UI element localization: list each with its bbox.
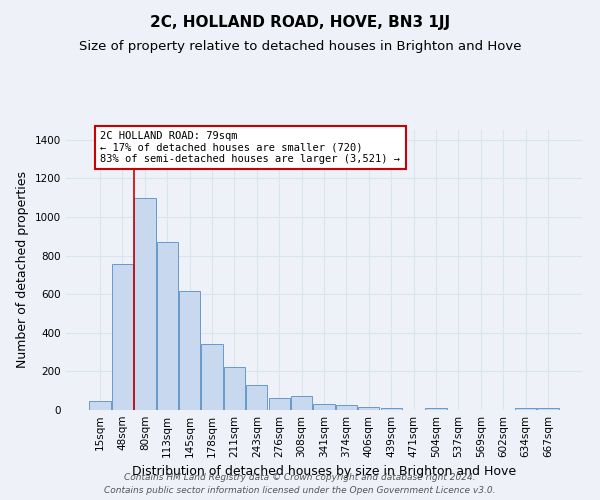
Bar	[246, 385, 268, 410]
Bar	[224, 366, 245, 410]
Text: Contains HM Land Registry data © Crown copyright and database right 2024.: Contains HM Land Registry data © Crown c…	[124, 474, 476, 482]
Bar	[358, 406, 379, 410]
Bar	[380, 408, 402, 410]
Text: 2C HOLLAND ROAD: 79sqm
← 17% of detached houses are smaller (720)
83% of semi-de: 2C HOLLAND ROAD: 79sqm ← 17% of detached…	[100, 131, 400, 164]
Bar	[134, 198, 155, 410]
Bar	[336, 404, 357, 410]
Bar	[112, 264, 133, 410]
X-axis label: Distribution of detached houses by size in Brighton and Hove: Distribution of detached houses by size …	[132, 466, 516, 478]
Bar	[291, 396, 312, 410]
Bar	[269, 398, 290, 410]
Bar	[537, 408, 559, 410]
Text: Size of property relative to detached houses in Brighton and Hove: Size of property relative to detached ho…	[79, 40, 521, 53]
Bar	[157, 242, 178, 410]
Bar	[89, 402, 111, 410]
Bar	[202, 344, 223, 410]
Text: 2C, HOLLAND ROAD, HOVE, BN3 1JJ: 2C, HOLLAND ROAD, HOVE, BN3 1JJ	[150, 15, 450, 30]
Text: Contains public sector information licensed under the Open Government Licence v3: Contains public sector information licen…	[104, 486, 496, 495]
Bar	[179, 291, 200, 410]
Bar	[313, 404, 335, 410]
Y-axis label: Number of detached properties: Number of detached properties	[16, 172, 29, 368]
Bar	[425, 408, 446, 410]
Bar	[515, 408, 536, 410]
